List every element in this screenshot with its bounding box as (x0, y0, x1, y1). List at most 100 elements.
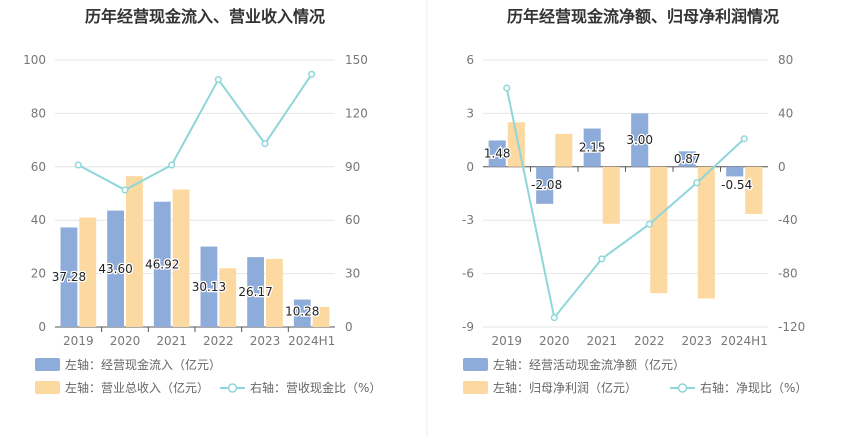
bar-secondary (172, 189, 190, 327)
x-tick-label: 2021 (156, 334, 187, 348)
x-tick-label: 2024H1 (288, 334, 335, 348)
line-point (121, 186, 129, 194)
x-tick-label: 2020 (110, 334, 141, 348)
x-tick-label: 2022 (634, 334, 665, 348)
line-point (74, 161, 82, 169)
bar-primary (247, 257, 264, 327)
bar-primary (726, 166, 744, 177)
x-tick-label: 2019 (63, 334, 94, 348)
data-label: -2.08 (531, 178, 562, 192)
x-tick-label: 2019 (491, 334, 522, 348)
x-tick-label: 2023 (681, 334, 712, 348)
y-right-tick-label: 120 (345, 106, 368, 120)
line-point (168, 161, 176, 169)
legend-swatch (463, 381, 488, 394)
data-label: 26.17 (238, 285, 272, 299)
bar-primary (583, 128, 601, 167)
y-right-tick-label: 150 (345, 53, 368, 67)
bar-primary (60, 227, 78, 327)
legend-marker (227, 383, 238, 393)
x-tick-label: 2024H1 (721, 334, 768, 348)
x-tick-label: 2021 (586, 334, 617, 348)
bar-secondary (219, 268, 237, 327)
line-point (214, 76, 222, 84)
chart-2: 历年经营现金流净额、归母净利润情况 -9 -6 -3 0 3 6 -120 -80 -40 0 40 8… (462, 7, 807, 395)
bar-primary (678, 151, 696, 167)
data-label: -0.54 (721, 178, 752, 192)
bar-secondary (697, 166, 715, 299)
legend-swatch (35, 358, 60, 371)
line-point (740, 135, 748, 143)
data-label: 46.92 (145, 257, 179, 271)
bar-primary (536, 166, 554, 204)
chart-1: 历年经营现金流入、营业收入情况 0 20 40 60 80 100 0 30 60 90 120 150… (23, 7, 381, 395)
line-point (308, 70, 316, 78)
x-tick-label: 2020 (539, 334, 570, 348)
bar-secondary (602, 166, 620, 224)
data-label: 3.00 (626, 133, 653, 147)
legend-label: 右轴：营收现金比（%） (250, 380, 381, 395)
y-left-tick-label: 40 (31, 213, 46, 227)
legend-swatch (463, 358, 488, 371)
legend-label: 左轴：经营现金流入（亿元） (65, 357, 221, 372)
y-right-tick-label: 90 (345, 160, 360, 174)
bar-secondary (555, 133, 573, 167)
legend-swatch (35, 381, 60, 394)
y-left-tick-label: 100 (23, 53, 46, 67)
y-left-tick-label: 3 (466, 106, 474, 120)
legend-label: 左轴：营业总收入（亿元） (65, 380, 209, 395)
x-tick-label: 2022 (203, 334, 234, 348)
bar-secondary (79, 217, 97, 327)
y-left-tick-label: -9 (462, 320, 474, 334)
y-left-tick-label: 60 (31, 160, 46, 174)
bar-secondary (266, 258, 283, 327)
bar-primary (107, 210, 124, 327)
data-label: 2.15 (579, 141, 606, 155)
line-point (503, 84, 511, 92)
legend-marker (677, 383, 688, 393)
bar-primary (631, 113, 649, 167)
legend-label: 右轴：净现比（%） (700, 380, 807, 395)
y-left-tick-label: -3 (462, 213, 474, 227)
data-label: 1.48 (484, 147, 511, 161)
line-point (693, 179, 701, 187)
data-label: 10.28 (285, 305, 319, 319)
x-tick-label: 2023 (250, 334, 281, 348)
bar-secondary (650, 166, 668, 294)
y-right-tick-label: 40 (778, 106, 793, 120)
legend-label: 左轴：归母净利润（亿元） (493, 380, 637, 395)
line-point (550, 314, 558, 322)
y-right-tick-label: -80 (778, 267, 798, 281)
y-left-tick-label: -6 (462, 267, 474, 281)
y-left-tick-label: 0 (466, 160, 474, 174)
y-right-tick-label: 0 (778, 160, 786, 174)
bar-secondary (126, 176, 143, 327)
y-right-tick-label: 30 (345, 267, 360, 281)
series-line (505, 87, 745, 320)
bar-primary (200, 246, 218, 327)
bar-primary (488, 140, 506, 167)
legend-label: 左轴：经营活动现金流净额（亿元） (493, 357, 685, 372)
y-right-tick-label: -120 (778, 320, 805, 334)
bar-secondary (312, 306, 330, 327)
line-point (261, 140, 269, 148)
y-left-tick-label: 0 (38, 320, 46, 334)
line-point (645, 220, 653, 228)
data-label: 30.13 (192, 280, 226, 294)
y-left-tick-label: 20 (31, 267, 46, 281)
y-right-tick-label: 80 (778, 53, 793, 67)
chart-title: 历年经营现金流净额、归母净利润情况 (507, 7, 779, 26)
y-right-tick-label: 0 (345, 320, 353, 334)
y-left-tick-label: 80 (31, 106, 46, 120)
y-right-tick-label: 60 (345, 213, 360, 227)
series-line (77, 73, 313, 192)
bar-secondary (745, 166, 763, 214)
data-label: 43.60 (98, 262, 132, 276)
data-label: 37.28 (52, 270, 86, 284)
y-right-tick-label: -40 (778, 213, 798, 227)
data-label: 0.87 (674, 152, 701, 166)
bar-primary (293, 299, 311, 327)
y-left-tick-label: 6 (466, 53, 474, 67)
